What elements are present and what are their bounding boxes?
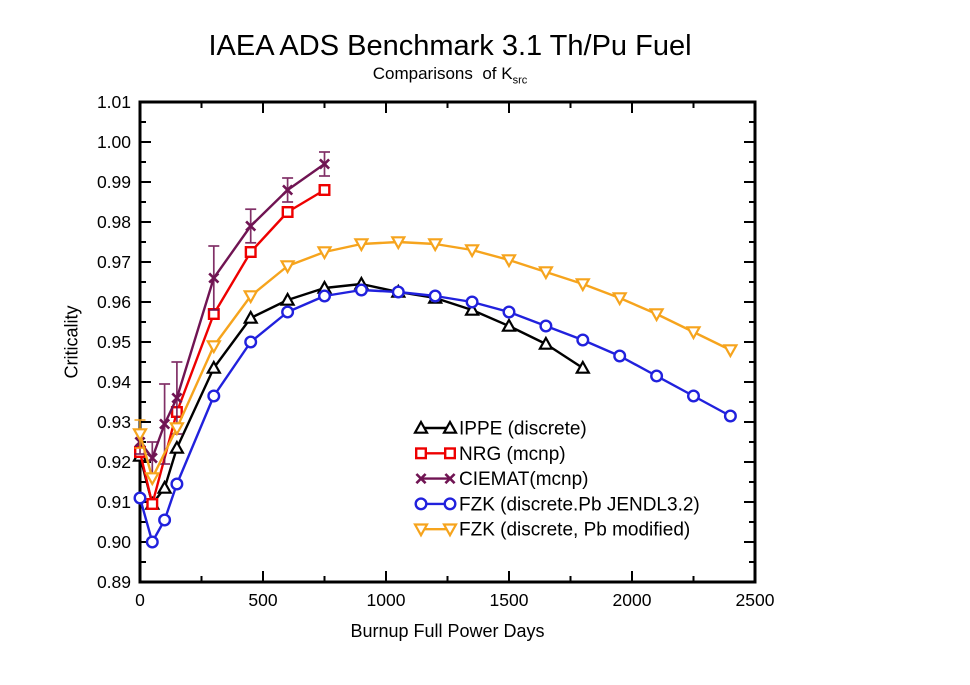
- x-tick-label: 1000: [367, 590, 406, 610]
- legend-label: CIEMAT(mcnp): [459, 469, 588, 490]
- chart-title: IAEA ADS Benchmark 3.1 Th/Pu Fuel: [208, 30, 692, 62]
- x-tick-label: 1500: [490, 590, 529, 610]
- y-tick-label: 0.93: [97, 412, 131, 432]
- x-tick-label: 0: [135, 590, 145, 610]
- y-tick-label: 0.94: [97, 372, 131, 392]
- legend: IPPE (discrete) NRG (mcnp) CIEMAT(mcnp) FZK…: [413, 419, 700, 541]
- y-tick-label: 0.92: [97, 452, 131, 472]
- legend-label: FZK (discrete.Pb JENDL3.2): [459, 494, 700, 515]
- series-fzk-discrete-pb-modified-: [132, 236, 739, 487]
- y-tick-label: 0.97: [97, 252, 131, 272]
- legend-label: IPPE (discrete): [459, 419, 587, 440]
- y-tick-label: 1.00: [97, 132, 131, 152]
- chart-subtitle-main: Comparisons of K: [372, 64, 513, 83]
- legend-item: CIEMAT(mcnp): [415, 469, 588, 490]
- series-ciemat-mcnp-: [134, 151, 331, 475]
- y-tick-label: 0.90: [97, 532, 131, 552]
- y-tick-label: 0.95: [97, 332, 131, 352]
- x-tick-label: 2500: [736, 590, 775, 610]
- y-tick-label: 0.91: [97, 492, 131, 512]
- y-tick-label: 1.01: [97, 92, 131, 112]
- y-tick-label: 0.89: [97, 572, 131, 592]
- series-fzk-discrete-pb-jendl3-2-: [133, 283, 737, 549]
- y-tick-label: 0.96: [97, 292, 131, 312]
- chart-subtitle-subscript: src: [512, 74, 528, 87]
- legend-item: NRG (mcnp): [415, 444, 566, 465]
- axis-tick-labels: 0 500 1000 1500 2000 2500 0.89 0.90 0.91 0.92 0.93…: [97, 92, 775, 610]
- y-tick-label: 0.99: [97, 172, 131, 192]
- x-tick-label: 500: [248, 590, 277, 610]
- y-tick-label: 0.98: [97, 212, 131, 232]
- x-axis-label: Burnup Full Power Days: [350, 621, 545, 641]
- legend-label: NRG (mcnp): [459, 444, 566, 465]
- legend-item: FZK (discrete, Pb modified): [413, 520, 690, 541]
- chart-subtitle: Comparisons of Ksrc: [0, 64, 900, 86]
- legend-item: FZK (discrete.Pb JENDL3.2): [414, 494, 700, 515]
- x-tick-label: 2000: [613, 590, 652, 610]
- legend-item: IPPE (discrete): [413, 419, 587, 440]
- axis-ticks: [139, 101, 756, 583]
- legend-label: FZK (discrete, Pb modified): [459, 520, 690, 541]
